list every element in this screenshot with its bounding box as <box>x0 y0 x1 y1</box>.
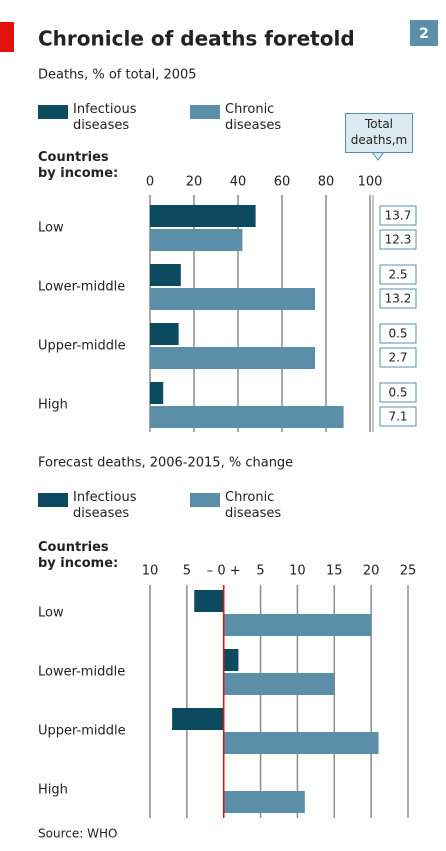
total-box <box>379 229 417 250</box>
bar <box>223 791 305 813</box>
total-box <box>379 264 417 285</box>
total-value: 13.7 <box>385 209 412 223</box>
badge-box <box>410 20 438 46</box>
total-box <box>379 406 417 427</box>
category-label: High <box>38 783 68 798</box>
x-tick-label: 60 <box>274 175 291 190</box>
badge: 2 <box>419 26 429 42</box>
total-box <box>379 323 417 344</box>
category-label: Low <box>38 606 64 621</box>
category-label: Low <box>38 221 64 236</box>
bar <box>150 323 179 345</box>
bar <box>223 649 239 671</box>
bar <box>194 590 224 612</box>
legend-swatch <box>190 493 220 507</box>
legend-label: Infectious diseases <box>73 490 137 521</box>
total-box <box>379 205 417 226</box>
x-tick-label: 20 <box>363 564 380 579</box>
legend-swatch <box>38 105 68 119</box>
bar <box>150 264 181 286</box>
source: Source: WHO <box>38 827 117 841</box>
x-tick-label: 10 <box>142 564 159 579</box>
legend-label: Infectious diseases <box>73 102 137 133</box>
legend-swatch <box>190 105 220 119</box>
bar <box>150 406 344 428</box>
legend-swatch <box>38 493 68 507</box>
bar <box>150 347 315 369</box>
bar <box>150 229 243 251</box>
bar <box>150 382 164 404</box>
x-tick-label: 40 <box>230 175 247 190</box>
total-value: 12.3 <box>385 233 412 247</box>
x-tick-label: 10 <box>289 564 306 579</box>
totals-title: Total deaths,m <box>345 113 413 153</box>
total-value: 2.5 <box>388 268 407 282</box>
bar <box>223 614 372 636</box>
total-box <box>379 382 417 403</box>
category-label: High <box>38 398 68 413</box>
callout-pointer <box>371 151 385 161</box>
total-box <box>379 347 417 368</box>
total-value: 2.7 <box>388 351 407 365</box>
bar <box>172 708 224 730</box>
x-tick-label: 100 <box>358 175 383 190</box>
red-tab <box>0 22 14 52</box>
subtitle: Deaths, % of total, 2005 <box>38 68 197 83</box>
x-tick-label: 0 <box>146 175 154 190</box>
axis-title: Countries by income: <box>38 150 119 181</box>
x-tick-label: 5 <box>256 564 264 579</box>
category-label: Upper-middle <box>38 724 126 739</box>
total-value: 7.1 <box>388 410 407 424</box>
category-label: Lower-middle <box>38 665 125 680</box>
total-value: 0.5 <box>388 327 407 341</box>
x-tick-label: 80 <box>318 175 335 190</box>
bar <box>223 673 335 695</box>
total-box <box>379 288 417 309</box>
category-label: Upper-middle <box>38 339 126 354</box>
x-tick-label: 25 <box>400 564 417 579</box>
x-tick-label: 20 <box>186 175 203 190</box>
x-tick-label: – 0 + <box>207 564 241 579</box>
total-value: 0.5 <box>388 386 407 400</box>
legend-label: Chronic diseases <box>225 102 282 133</box>
x-tick-label: 5 <box>183 564 191 579</box>
legend-label: Chronic diseases <box>225 490 282 521</box>
axis-title: Countries by income: <box>38 540 119 571</box>
category-label: Lower-middle <box>38 280 125 295</box>
x-tick-label: 15 <box>326 564 343 579</box>
total-value: 13.2 <box>385 292 412 306</box>
bar <box>223 732 379 754</box>
bar <box>150 288 315 310</box>
bar <box>150 205 256 227</box>
subtitle: Forecast deaths, 2006-2015, % change <box>38 456 293 471</box>
title: Chronicle of deaths foretold <box>38 27 355 51</box>
